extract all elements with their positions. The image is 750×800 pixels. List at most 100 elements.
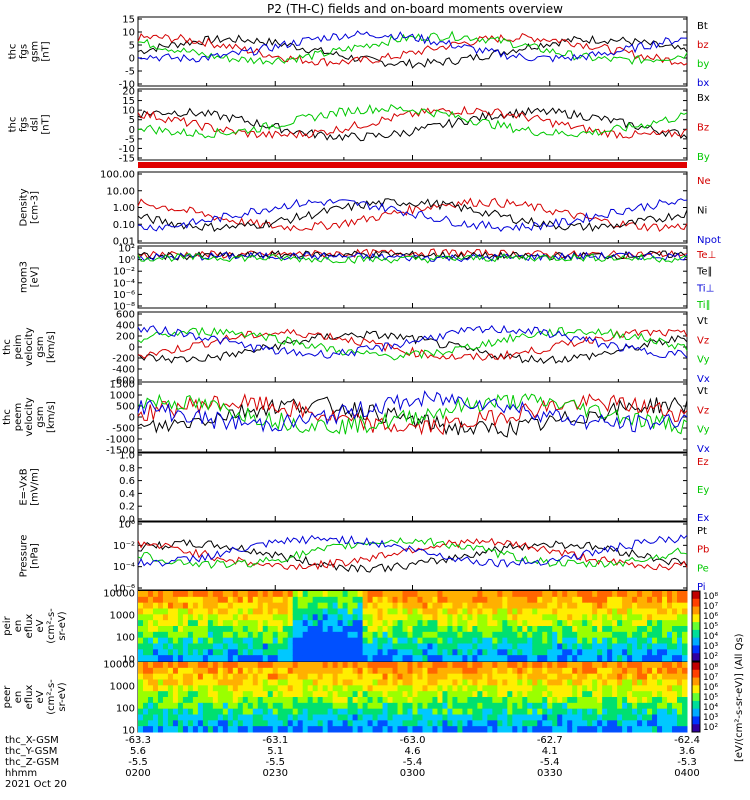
spectrogram-cell <box>292 649 299 656</box>
spectrogram-cell <box>592 655 598 662</box>
spectrogram-cell <box>462 673 468 680</box>
spectrogram-cell <box>417 596 423 604</box>
spectrogram-cell <box>547 720 553 727</box>
spectrogram-cell <box>267 708 274 715</box>
spectrogram-cell <box>282 655 289 662</box>
spectrogram-cell <box>357 673 364 680</box>
spectrogram-cell <box>317 691 324 698</box>
spectrogram-cell <box>312 620 319 627</box>
spectrogram-cell <box>272 614 279 621</box>
spectrogram-cell <box>147 608 154 615</box>
spectrogram-cell <box>602 691 608 698</box>
spectrogram-cell <box>257 602 264 609</box>
spectrogram-cell <box>512 691 518 698</box>
spectrogram-cell <box>542 655 548 662</box>
spectrogram-cell <box>192 691 199 698</box>
spectrogram-cell <box>652 673 658 680</box>
spectrogram-cell <box>682 662 688 669</box>
spectrogram-cell <box>307 702 314 710</box>
spectrogram-cell <box>322 649 329 656</box>
spectrogram-cell <box>187 697 194 704</box>
spectrogram-cell <box>497 614 503 621</box>
spectrogram-cell <box>397 608 404 615</box>
spectrogram-cell <box>672 643 678 650</box>
spectrogram-cell <box>297 591 304 598</box>
spectrogram-cell <box>672 726 678 733</box>
spectrogram-cell <box>292 720 299 727</box>
spectrogram-cell <box>272 649 279 656</box>
spectrogram-cell <box>627 591 633 598</box>
spectrogram-cell <box>562 637 568 644</box>
spectrogram-cell <box>187 614 194 621</box>
spectrogram-cell <box>252 662 259 669</box>
spectrogram-cell <box>157 591 164 598</box>
spectrogram-cell <box>432 679 438 686</box>
spectrogram-cell <box>362 720 369 727</box>
footer-row-label: hhmm <box>5 768 37 779</box>
spectrogram-cell <box>172 649 179 656</box>
spectrogram-cell <box>217 591 224 598</box>
spectrogram-cell <box>217 620 224 627</box>
spectrogram-cell <box>652 637 658 644</box>
spectrogram-cell <box>377 720 384 727</box>
spectrogram-cell <box>427 637 433 644</box>
spectrogram-cell <box>612 691 618 698</box>
spectrogram-cell <box>647 714 653 721</box>
spectrogram-cell <box>322 708 329 715</box>
spectrogram-cell <box>357 637 364 644</box>
y-tick-label: 10 <box>122 655 135 666</box>
spectrogram-cell <box>327 679 334 686</box>
spectrogram-cell <box>372 685 379 692</box>
spectrogram-cell <box>282 667 289 675</box>
spectrogram-cell <box>497 608 503 615</box>
spectrogram-cell <box>492 685 498 692</box>
spectrogram-cell <box>172 591 179 598</box>
spectrogram-cell <box>392 602 399 609</box>
spectrogram-cell <box>272 720 279 727</box>
spectrogram-cell <box>402 620 409 627</box>
spectrogram-cell <box>457 614 463 621</box>
spectrogram-cell <box>632 720 638 727</box>
spectrogram-cell <box>212 643 219 650</box>
spectrogram-cell <box>247 591 254 598</box>
spectrogram-cell <box>138 691 144 698</box>
spectrogram-cell <box>162 596 169 604</box>
spectrogram-cell <box>597 667 603 675</box>
spectrogram-cell <box>312 673 319 680</box>
spectrogram-cell <box>652 631 658 639</box>
spectrogram-cell <box>577 720 583 727</box>
spectrogram-cell <box>427 691 433 698</box>
figure-title: P2 (TH-C) fields and on-board moments ov… <box>267 2 563 16</box>
spectrogram-cell <box>497 620 503 627</box>
spectrogram-cell <box>587 697 593 704</box>
colorbar-tick-label: 10⁴ <box>703 632 718 642</box>
spectrogram-cell <box>232 608 239 615</box>
spectrogram-cell <box>227 708 234 715</box>
spectrogram-cell <box>662 614 668 621</box>
spectrogram-cell <box>632 673 638 680</box>
spectrogram-cell <box>477 685 483 692</box>
spectrogram-cell <box>362 602 369 609</box>
spectrogram-cell <box>312 602 319 609</box>
spectrogram-cell <box>537 714 543 721</box>
spectrogram-cell <box>347 673 354 680</box>
spectrogram-cell <box>652 596 658 604</box>
spectrogram-cell <box>652 602 658 609</box>
spectrogram-cell <box>307 602 314 609</box>
spectrogram-cell <box>337 679 344 686</box>
spectrogram-cell <box>157 685 164 692</box>
footer-row-label: thc_Y-GSM <box>5 746 57 757</box>
spectrogram-cell <box>252 637 259 644</box>
spectrogram-cell <box>327 655 334 662</box>
spectrogram-cell <box>237 649 244 656</box>
spectrogram-cell <box>682 614 688 621</box>
spectrogram-cell <box>527 649 533 656</box>
spectrogram-cell <box>657 631 663 639</box>
spectrogram-cell <box>502 673 508 680</box>
spectrogram-cell <box>672 667 678 675</box>
spectrogram-cell <box>357 608 364 615</box>
spectrogram-cell <box>587 620 593 627</box>
spectrogram-cell <box>517 685 523 692</box>
spectrogram-cell <box>482 591 488 598</box>
spectrogram-cell <box>157 637 164 644</box>
